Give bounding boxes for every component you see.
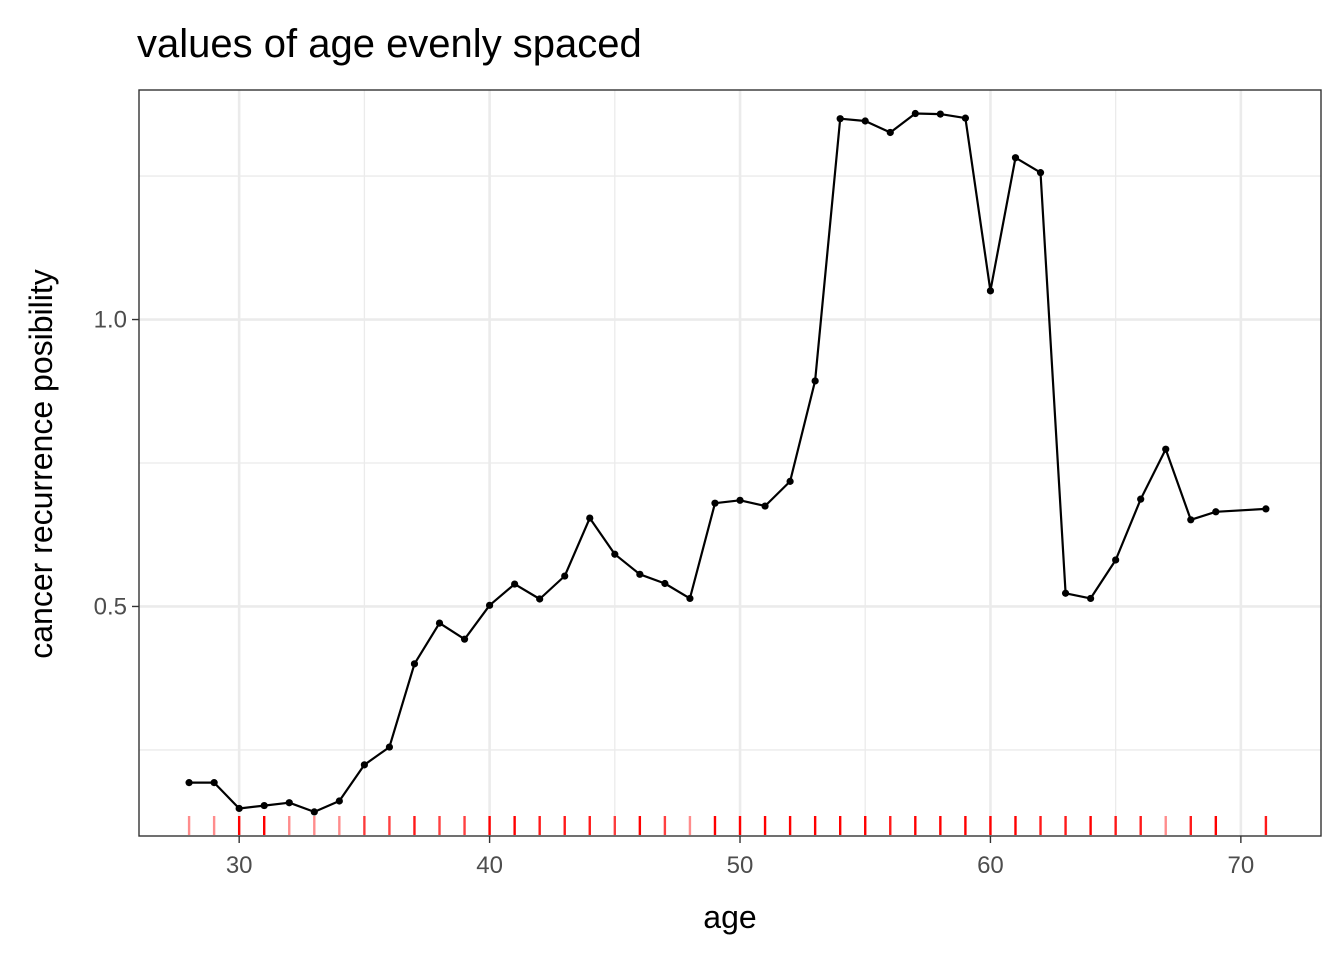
x-tick-label: 60 bbox=[977, 852, 1004, 879]
data-point bbox=[460, 635, 469, 643]
data-point bbox=[961, 114, 969, 122]
data-point bbox=[736, 496, 744, 504]
data-point bbox=[1036, 169, 1045, 177]
data-point bbox=[410, 660, 419, 668]
data-point bbox=[936, 110, 944, 118]
data-point bbox=[1137, 495, 1145, 503]
data-point bbox=[711, 499, 719, 507]
chart-title: values of age evenly spaced bbox=[137, 22, 642, 66]
data-point bbox=[285, 799, 293, 807]
x-tick-label: 40 bbox=[476, 852, 503, 879]
data-point bbox=[1187, 516, 1195, 524]
data-point bbox=[360, 761, 368, 769]
data-point bbox=[1262, 505, 1270, 513]
data-point bbox=[661, 579, 669, 588]
x-tick-label: 50 bbox=[727, 852, 754, 879]
data-point bbox=[886, 128, 894, 137]
data-point bbox=[1212, 508, 1220, 516]
x-axis-title: age bbox=[703, 899, 756, 935]
grid-lines bbox=[139, 90, 1321, 836]
data-point bbox=[561, 572, 569, 580]
data-point bbox=[911, 109, 919, 118]
axes: 30 40 50 60 70 0.5 1.0 bbox=[94, 307, 1255, 879]
data-point bbox=[611, 550, 619, 558]
data-point bbox=[811, 377, 819, 385]
data-point bbox=[761, 502, 769, 510]
data-point bbox=[686, 594, 694, 603]
y-tick-label: 0.5 bbox=[94, 593, 127, 620]
data-point bbox=[385, 743, 394, 751]
data-point bbox=[1087, 594, 1095, 603]
data-point bbox=[335, 797, 343, 805]
data-point bbox=[986, 287, 995, 295]
data-point bbox=[636, 570, 644, 578]
data-point bbox=[586, 514, 594, 522]
y-tick-label: 1.0 bbox=[94, 307, 127, 334]
data-point bbox=[1112, 556, 1120, 564]
data-point bbox=[485, 601, 494, 609]
data-point bbox=[511, 580, 519, 588]
x-tick-label: 30 bbox=[226, 852, 253, 879]
plot-panel-border bbox=[138, 89, 1322, 837]
data-point bbox=[1162, 445, 1170, 453]
data-point bbox=[836, 115, 844, 123]
rug-ticks bbox=[187, 816, 1268, 835]
data-point bbox=[310, 808, 318, 816]
data-point bbox=[1061, 589, 1070, 597]
data-point bbox=[536, 595, 544, 603]
data-point bbox=[786, 477, 794, 485]
series-group bbox=[185, 109, 1270, 816]
x-tick-label: 70 bbox=[1228, 852, 1255, 879]
data-point bbox=[260, 801, 268, 810]
data-point bbox=[1011, 154, 1020, 162]
data-point bbox=[861, 117, 869, 125]
data-point bbox=[210, 779, 218, 787]
data-point bbox=[435, 619, 444, 627]
data-point bbox=[185, 779, 193, 787]
y-axis-title: cancer recurrence posibility bbox=[23, 269, 59, 659]
data-point bbox=[235, 804, 243, 813]
